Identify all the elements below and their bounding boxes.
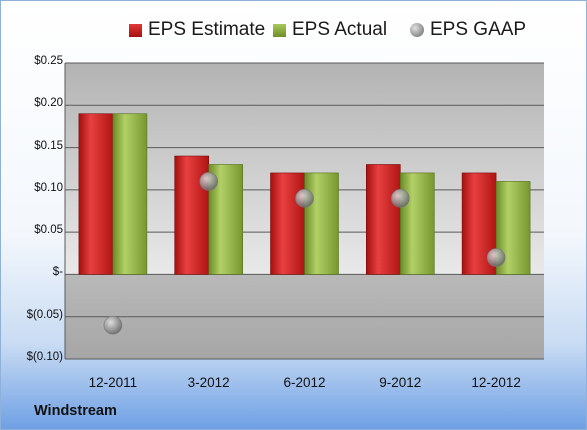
x-tick-label: 9-2012 (379, 375, 422, 390)
point-eps-gaap (103, 315, 123, 335)
company-name: Windstream (34, 403, 117, 419)
legend-item-eps-gaap: EPS GAAP (410, 15, 526, 45)
y-tick-label: $0.15 (34, 139, 63, 152)
legend-swatch-eps-actual (273, 23, 286, 37)
point-eps-gaap (390, 189, 410, 208)
y-tick-label: $0.25 (34, 55, 63, 67)
legend-item-eps-actual: EPS Actual (273, 15, 387, 45)
y-tick-label: $0.20 (34, 97, 63, 110)
point-eps-gaap (486, 248, 506, 267)
x-tick-label: 12-2011 (88, 375, 138, 390)
bar-eps-estimate (78, 113, 114, 275)
bar-eps-actual (399, 172, 435, 275)
legend-label-eps-actual: EPS Actual (292, 19, 388, 40)
bar-eps-estimate (270, 172, 305, 275)
y-tick-label: $0.05 (34, 224, 63, 237)
legend: EPS Estimate EPS Actual EPS GAAP (1, 15, 586, 45)
legend-marker-eps-gaap (410, 23, 424, 37)
bar-eps-actual (112, 113, 148, 275)
legend-label-eps-estimate: EPS Estimate (148, 19, 266, 40)
x-tick-label: 3-2012 (187, 375, 230, 390)
point-eps-gaap (295, 189, 314, 208)
y-tick-label: $(0.05) (26, 308, 63, 321)
legend-item-eps-estimate: EPS Estimate (129, 15, 265, 45)
y-tick-label: $- (52, 266, 63, 279)
point-eps-gaap (199, 172, 218, 191)
y-tick-label: $(0.10) (26, 351, 63, 363)
x-tick-label: 12-2012 (471, 375, 521, 390)
bar-eps-actual (304, 172, 339, 275)
x-tick-label: 6-2012 (283, 375, 326, 390)
legend-swatch-eps-estimate (129, 23, 142, 37)
legend-label-eps-gaap: EPS GAAP (430, 19, 527, 40)
y-tick-label: $0.10 (34, 181, 63, 194)
bar-eps-estimate (365, 164, 401, 275)
